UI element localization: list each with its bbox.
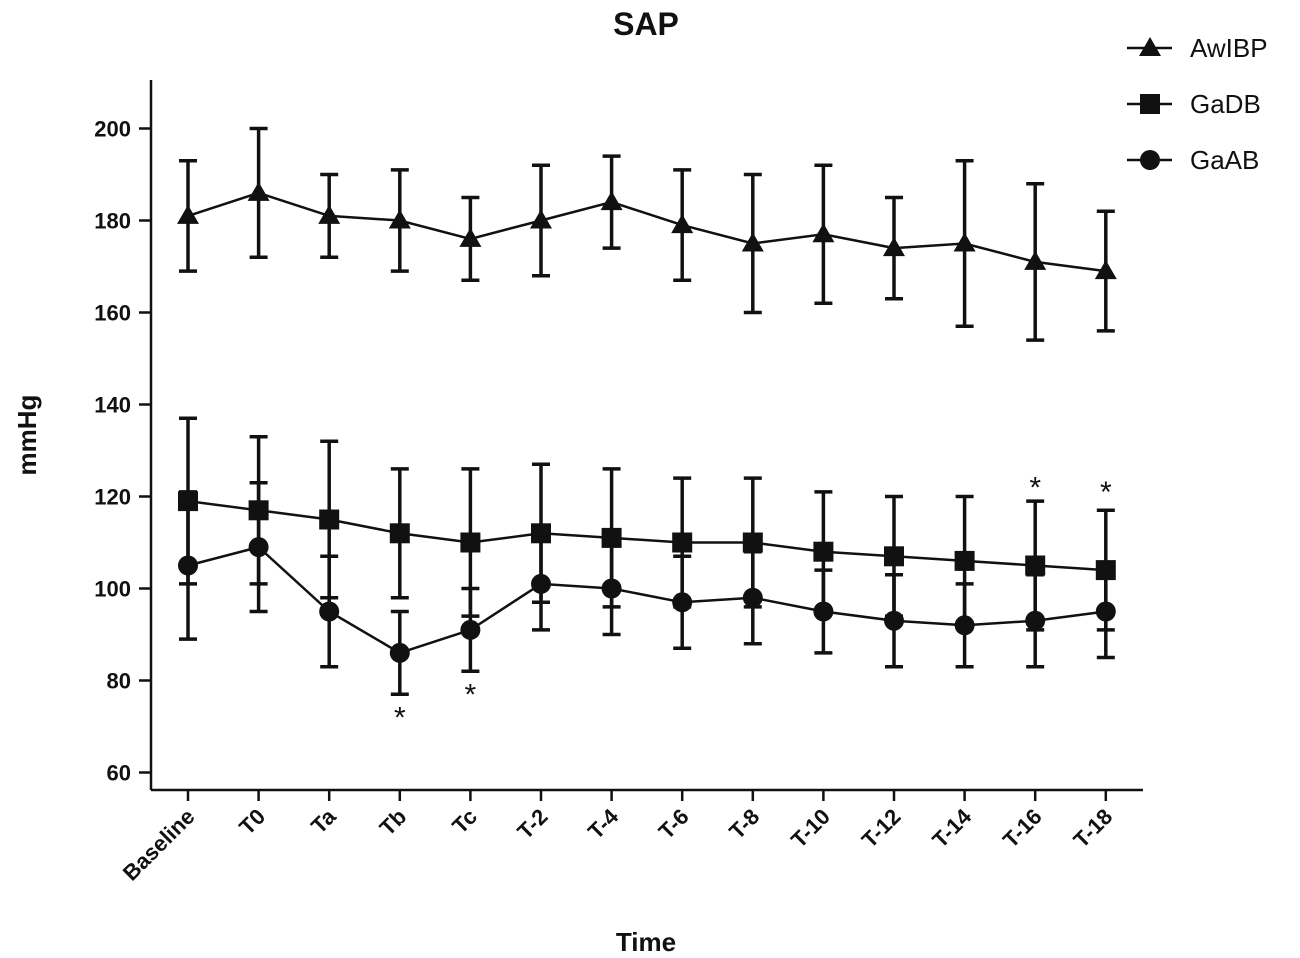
data-point-gaab: [248, 537, 269, 558]
data-point-gaab: [531, 573, 551, 594]
legend-label-awibp: AwIBP: [1190, 33, 1268, 63]
data-point-awibp: [247, 181, 270, 201]
significance-asterisk: *: [1100, 476, 1112, 509]
x-tick-label: T-12: [857, 804, 906, 853]
x-tick-label: T-4: [583, 803, 624, 844]
data-point-awibp: [530, 209, 552, 229]
x-tick-label: T-16: [998, 804, 1047, 853]
x-axis-ticks: Baseline T0 Ta Tb Tc T-2 T-4 T-6 T-8 T-10 T-12 T-14…: [118, 790, 1117, 886]
data-point-gaab: [178, 555, 198, 576]
data-point-gaab: [813, 601, 834, 622]
data-point-gaab: [1025, 610, 1046, 631]
data-point-gaab: [1095, 601, 1116, 622]
data-point-awibp: [883, 237, 905, 257]
x-tick-label: T-18: [1069, 804, 1118, 853]
x-tick-label: Ta: [306, 803, 341, 838]
series-line-gaab: [187, 545, 1106, 655]
data-point-gaab: [954, 615, 975, 636]
legend-marker-awibp: [1139, 37, 1161, 56]
legend-marker-gaab: [1140, 150, 1160, 170]
legend-marker-gadb: [1140, 94, 1160, 114]
significance-asterisk: *: [465, 678, 477, 711]
legend-label-gadb: GaDB: [1190, 89, 1261, 119]
legend-item-gadb: GaDB: [1127, 89, 1261, 119]
series-layer: [177, 126, 1117, 697]
data-point-gadb: [742, 532, 763, 553]
series-line-gadb: [187, 499, 1106, 572]
y-tick-label: 160: [94, 301, 131, 326]
data-point-gadb: [954, 550, 975, 571]
data-point-awibp: [459, 227, 482, 247]
series-awibp: [177, 126, 1117, 342]
series-gadb: [178, 416, 1116, 632]
data-point-gaab: [742, 587, 763, 608]
legend-label-gaab: GaAB: [1190, 145, 1259, 175]
data-point-awibp: [1024, 250, 1047, 270]
data-point-gaab: [672, 592, 693, 613]
x-tick-label: T0: [234, 804, 270, 840]
data-point-awibp: [671, 214, 694, 234]
x-tick-label: T-14: [927, 803, 976, 852]
legend: AwIBP GaDB GaAB: [1127, 33, 1268, 175]
data-point-awibp: [177, 204, 199, 224]
data-point-awibp: [318, 204, 341, 224]
y-axis-title: mmHg: [12, 395, 42, 476]
data-point-gadb: [813, 541, 834, 562]
data-point-gadb: [389, 523, 410, 544]
x-tick-label: T-8: [724, 804, 764, 844]
y-tick-label: 140: [94, 393, 131, 418]
data-point-gadb: [1025, 555, 1046, 576]
x-tick-label: T-2: [512, 804, 552, 844]
data-point-gaab: [460, 619, 481, 640]
data-point-gaab: [319, 601, 340, 622]
data-point-awibp: [388, 209, 411, 229]
significance-asterisk: *: [1029, 471, 1041, 504]
data-point-awibp: [1094, 260, 1117, 280]
x-axis-title: Time: [616, 927, 676, 957]
significance-asterisk: *: [394, 701, 406, 734]
legend-item-awibp: AwIBP: [1127, 33, 1268, 63]
chart-title: SAP: [613, 6, 679, 42]
y-tick-label: 200: [94, 117, 131, 142]
data-point-gadb: [672, 532, 693, 553]
data-point-gadb: [460, 532, 481, 553]
series-line-awibp: [187, 191, 1106, 273]
data-point-awibp: [741, 232, 764, 252]
data-point-gaab: [601, 578, 622, 599]
x-tick-label: T-6: [654, 804, 694, 844]
series-gaab: [178, 480, 1116, 697]
y-tick-label: 100: [94, 577, 131, 602]
data-point-gadb: [319, 509, 340, 530]
y-tick-label: 180: [94, 209, 131, 234]
data-point-gadb: [884, 546, 904, 567]
y-tick-label: 120: [94, 485, 131, 510]
x-tick-label: Baseline: [118, 804, 200, 886]
data-point-awibp: [812, 223, 835, 243]
data-point-awibp: [953, 232, 976, 252]
legend-item-gaab: GaAB: [1127, 145, 1259, 175]
x-tick-label: Tb: [375, 804, 412, 841]
data-point-gaab: [389, 642, 410, 663]
x-tick-label: T-10: [786, 804, 835, 853]
data-point-awibp: [600, 191, 623, 211]
x-tick-label: Tc: [447, 804, 482, 839]
significance-annotations: * * * *: [394, 471, 1112, 734]
y-axis-ticks: 60 80 100 120 140 160 180 200: [94, 117, 151, 786]
y-tick-label: 60: [107, 761, 131, 786]
data-point-gaab: [884, 610, 904, 631]
y-tick-label: 80: [107, 669, 131, 694]
